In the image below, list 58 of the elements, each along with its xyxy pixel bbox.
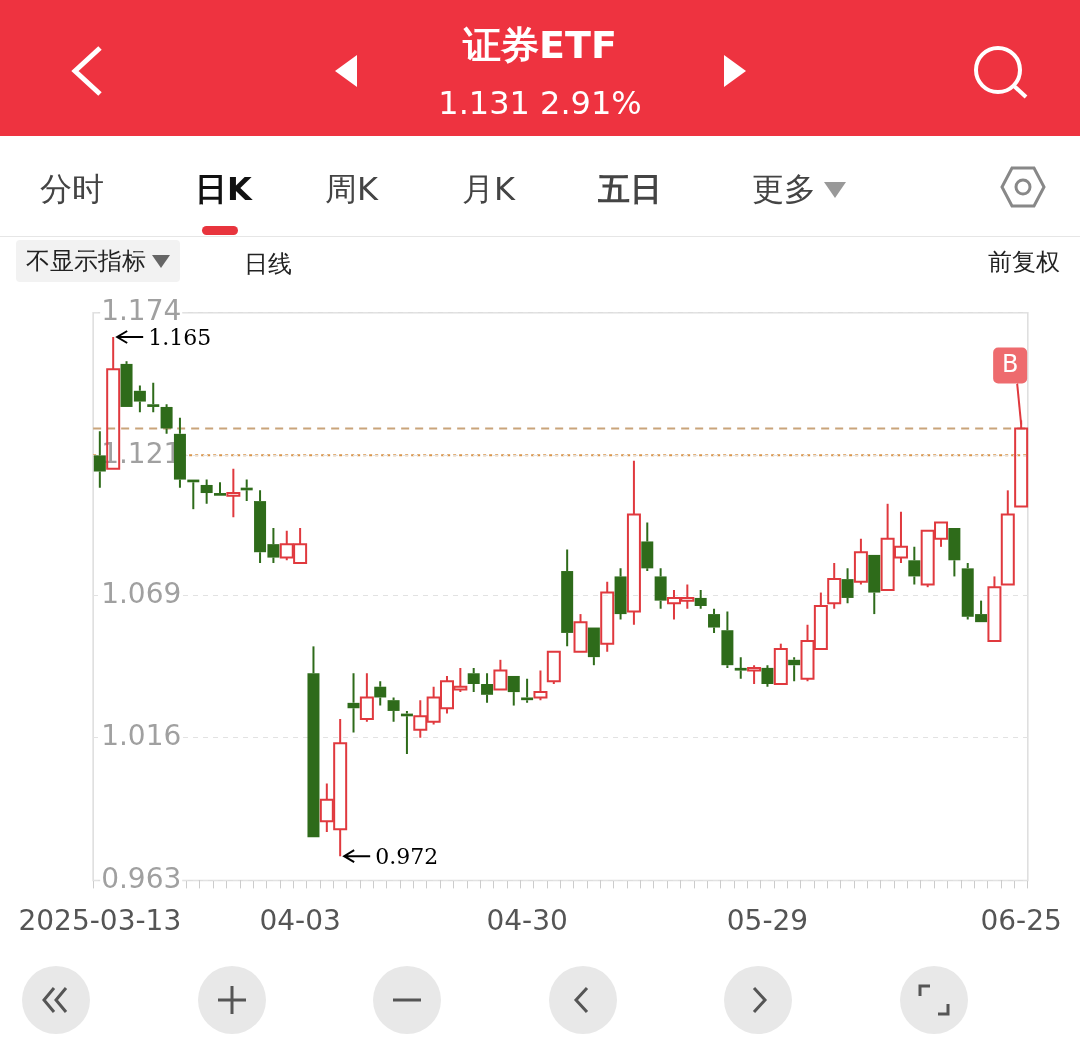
candlestick bbox=[173, 416, 186, 489]
y-tick-label: 1.069 bbox=[101, 576, 182, 610]
candlestick bbox=[761, 664, 774, 688]
candlestick bbox=[561, 548, 574, 648]
candlestick bbox=[614, 567, 627, 621]
y-tick-label: 1.016 bbox=[101, 719, 182, 753]
candlestick bbox=[160, 403, 173, 435]
candlestick bbox=[1000, 489, 1015, 586]
candlestick bbox=[467, 666, 480, 694]
candlestick bbox=[493, 658, 508, 691]
candlestick bbox=[600, 580, 615, 653]
y-tick-label: 0.963 bbox=[101, 861, 182, 895]
candlestick bbox=[374, 680, 387, 707]
chart-title: 证券ETF bbox=[461, 22, 618, 69]
candlestick bbox=[587, 627, 600, 667]
candlestick bbox=[948, 528, 961, 578]
candlestick bbox=[347, 672, 360, 734]
candlestick bbox=[694, 588, 707, 610]
candlestick bbox=[507, 675, 520, 707]
candlestick bbox=[987, 575, 1002, 642]
x-tick-label: 06-25 bbox=[980, 904, 1062, 938]
candlestick bbox=[147, 381, 160, 414]
candlestick bbox=[387, 696, 400, 723]
x-tick-label: 2025-03-13 bbox=[18, 904, 182, 938]
y-tick-label: 1.174 bbox=[101, 294, 182, 328]
candlestick bbox=[721, 610, 734, 669]
text: 不显示指标 bbox=[16, 240, 180, 282]
text: 日K bbox=[195, 169, 252, 210]
candlestick bbox=[734, 656, 747, 680]
candlestick bbox=[214, 481, 226, 496]
chart-subtitle: 1.131 2.91% bbox=[437, 84, 643, 122]
text: 分时 bbox=[40, 169, 104, 210]
x-tick-label: 04-30 bbox=[486, 904, 568, 938]
candlestick bbox=[307, 645, 320, 838]
annotation: 0.972 bbox=[375, 843, 439, 869]
candlestick bbox=[708, 607, 721, 634]
candlestick bbox=[788, 656, 801, 683]
x-tick-label: 04-03 bbox=[259, 904, 341, 938]
candlestick bbox=[359, 672, 374, 723]
text: 更多 bbox=[752, 169, 817, 210]
candlestick bbox=[226, 467, 241, 519]
candlestick bbox=[533, 669, 548, 702]
text: 月K bbox=[462, 169, 515, 210]
candlestick bbox=[521, 677, 534, 704]
candlestick bbox=[481, 672, 494, 704]
x-tick-label: 05-29 bbox=[726, 904, 809, 938]
candlestick bbox=[641, 521, 654, 573]
candlestick bbox=[654, 567, 667, 610]
candlestick bbox=[93, 430, 106, 489]
text: 周K bbox=[325, 169, 378, 210]
candlestick bbox=[841, 567, 854, 605]
annotation: B bbox=[1001, 349, 1019, 378]
candlestick bbox=[626, 459, 641, 626]
candlestick bbox=[908, 545, 921, 586]
text: 日线 bbox=[244, 249, 292, 280]
text: 前复权 bbox=[988, 247, 1060, 278]
candlestick bbox=[200, 478, 213, 505]
text: 五日 bbox=[598, 169, 662, 210]
